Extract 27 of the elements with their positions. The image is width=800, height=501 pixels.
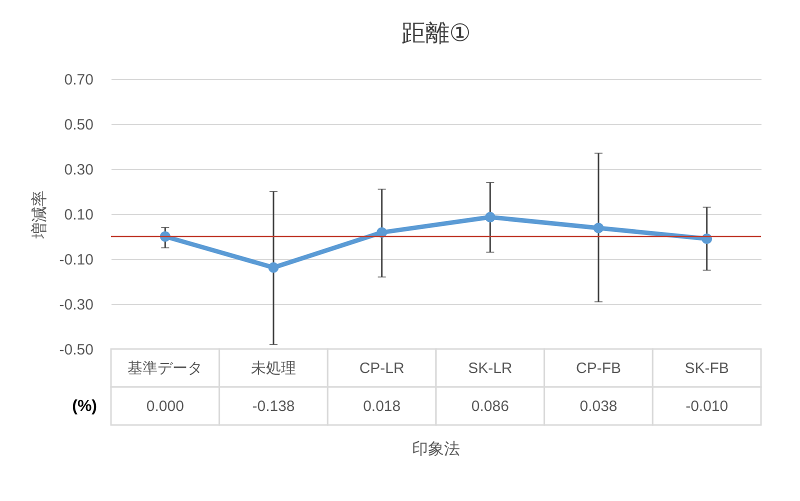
x-tick-label: 基準データ <box>128 360 203 377</box>
y-tick-label: 0.10 <box>64 206 94 224</box>
chart-title: 距離① <box>401 20 471 47</box>
y-tick-label: 0.70 <box>64 72 94 88</box>
data-label: 0.038 <box>580 398 618 415</box>
y-tick-label: -0.30 <box>59 296 94 314</box>
data-label: -0.010 <box>686 398 728 415</box>
x-tick-label: CP-FB <box>576 360 621 377</box>
x-tick-label: SK-LR <box>468 360 512 377</box>
x-tick-label: 未処理 <box>251 360 296 377</box>
point <box>484 212 496 222</box>
data-label: 0.086 <box>471 398 509 415</box>
point <box>268 262 279 273</box>
data-label: 0.018 <box>363 398 401 415</box>
data-label: 0.000 <box>146 398 184 415</box>
y-tick-label: -0.50 <box>59 342 94 358</box>
y-tick-label: 0.30 <box>64 162 94 178</box>
y-tick-label: -0.10 <box>59 252 94 268</box>
point <box>593 222 604 234</box>
point <box>376 227 388 238</box>
x-tick-label: CP-LR <box>359 360 404 377</box>
x-axis-title: 印象法 <box>412 440 460 458</box>
x-tick-label: SK-FB <box>684 360 729 377</box>
y-axis-title: 増減率 <box>30 190 48 240</box>
y-tick-label: 0.50 <box>64 116 94 134</box>
data-label: -0.138 <box>252 398 295 415</box>
text: (%) <box>72 398 97 415</box>
